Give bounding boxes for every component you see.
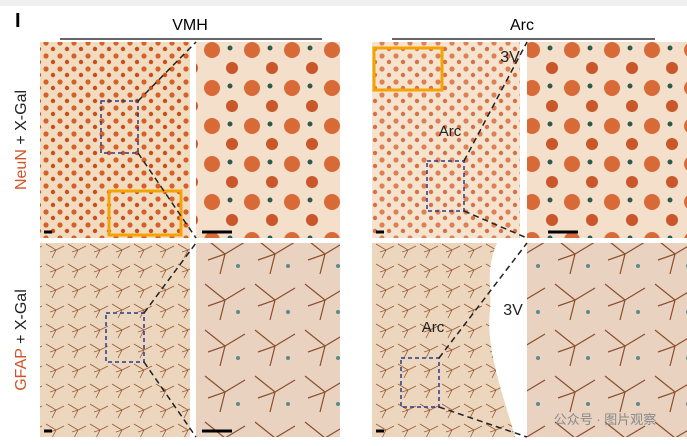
image — [40, 243, 190, 437]
group-title: Arc — [510, 17, 534, 34]
zoom-box — [400, 357, 440, 408]
image — [196, 42, 340, 238]
image-label: Arc — [439, 123, 462, 140]
row-marker: GFAP — [13, 348, 30, 390]
image-label: Arc — [422, 319, 445, 336]
row-suffix: + X-Gal — [13, 289, 30, 348]
image — [196, 243, 340, 437]
highlight-box — [372, 46, 444, 92]
image — [40, 42, 190, 238]
row-suffix: + X-Gal — [13, 90, 30, 149]
top-strip — [0, 0, 687, 6]
ventricle — [489, 243, 520, 437]
highlight-box — [107, 189, 183, 237]
panel-label: I — [15, 10, 21, 32]
image — [372, 42, 520, 238]
scale-bars — [44, 230, 578, 433]
zoom-box — [100, 100, 139, 154]
watermark: 公众号 · 图片观察 — [554, 412, 657, 427]
image-label: 3V — [500, 49, 520, 66]
zoom-box — [105, 312, 145, 363]
zoom-box — [426, 160, 465, 212]
image — [527, 243, 687, 437]
image — [527, 42, 687, 238]
zoom-lines — [137, 41, 528, 438]
boxes — [100, 41, 528, 438]
row-label: GFAP + X-Gal — [13, 289, 30, 391]
row-marker: NeuN — [13, 149, 30, 190]
images — [40, 42, 687, 437]
row-label: NeuN + X-Gal — [13, 90, 30, 190]
image-label: 3V — [503, 302, 523, 319]
group-title: VMH — [172, 17, 208, 34]
